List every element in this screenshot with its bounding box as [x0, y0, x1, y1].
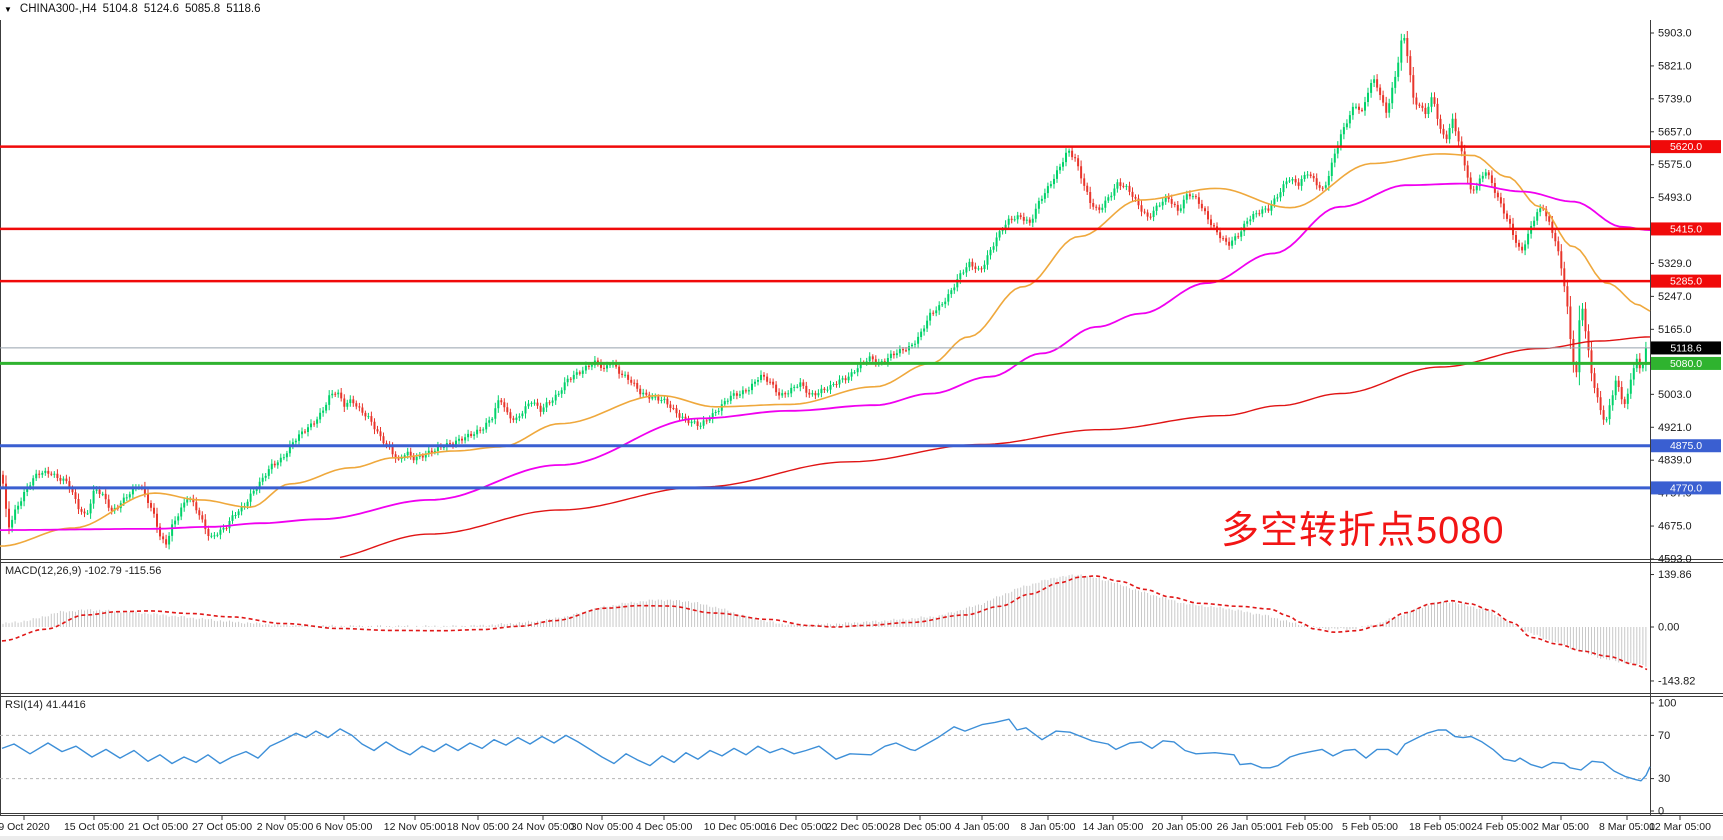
svg-text:30 Nov 05:00: 30 Nov 05:00 [571, 821, 634, 833]
svg-text:24 Nov 05:00: 24 Nov 05:00 [512, 821, 575, 833]
ma-slow-red-line [339, 336, 1651, 559]
svg-text:70: 70 [1658, 730, 1670, 742]
svg-text:28 Dec 05:00: 28 Dec 05:00 [889, 821, 952, 833]
svg-text:4875.0: 4875.0 [1670, 440, 1702, 452]
svg-text:10 Dec 05:00: 10 Dec 05:00 [704, 821, 767, 833]
svg-text:139.86: 139.86 [1658, 569, 1692, 581]
low-value: 5085.8 [185, 3, 221, 15]
macd-indicator-label: MACD(12,26,9) -102.79 -115.56 [5, 565, 162, 577]
svg-text:8 Jan 05:00: 8 Jan 05:00 [1021, 821, 1076, 833]
ma-fast-orange-line [0, 153, 1651, 547]
svg-text:-143.82: -143.82 [1658, 675, 1695, 687]
svg-text:5118.6: 5118.6 [1670, 342, 1701, 354]
svg-text:27 Oct 05:00: 27 Oct 05:00 [192, 821, 252, 833]
level-labels: 5620.0 5415.0 5285.0 5080.0 4875.0 4770.0 5118… [1651, 140, 1721, 495]
svg-text:100: 100 [1658, 698, 1676, 710]
svg-text:14 Jan 05:00: 14 Jan 05:00 [1083, 821, 1144, 833]
high-value: 5124.6 [143, 3, 179, 15]
svg-text:5 Feb 05:00: 5 Feb 05:00 [1342, 821, 1398, 833]
svg-text:15 Oct 05:00: 15 Oct 05:00 [64, 821, 124, 833]
svg-text:5575.0: 5575.0 [1658, 159, 1692, 171]
svg-text:24 Feb 05:00: 24 Feb 05:00 [1471, 821, 1533, 833]
svg-text:18 Feb 05:00: 18 Feb 05:00 [1409, 821, 1471, 833]
svg-text:5739.0: 5739.0 [1658, 93, 1692, 105]
window-bottom-edge [0, 836, 1723, 840]
svg-text:5415.0: 5415.0 [1670, 223, 1702, 235]
svg-text:5003.0: 5003.0 [1658, 389, 1692, 401]
svg-text:2 Nov 05:00: 2 Nov 05:00 [257, 821, 314, 833]
svg-text:6 Nov 05:00: 6 Nov 05:00 [316, 821, 373, 833]
chevron-down-icon[interactable]: ▼ [4, 4, 12, 14]
svg-text:5247.0: 5247.0 [1658, 291, 1692, 303]
rsi-panel: 100 70 30 0 [0, 698, 1676, 818]
svg-text:22 Dec 05:00: 22 Dec 05:00 [826, 821, 889, 833]
svg-text:5165.0: 5165.0 [1658, 324, 1692, 336]
svg-text:5080.0: 5080.0 [1670, 358, 1702, 370]
svg-text:0.00: 0.00 [1658, 622, 1679, 634]
svg-text:8 Mar 05:00: 8 Mar 05:00 [1599, 821, 1655, 833]
svg-text:5329.0: 5329.0 [1658, 258, 1692, 270]
svg-text:5285.0: 5285.0 [1670, 276, 1702, 288]
svg-text:18 Nov 05:00: 18 Nov 05:00 [447, 821, 510, 833]
svg-text:9 Oct 2020: 9 Oct 2020 [0, 821, 50, 833]
open-value: 5104.8 [102, 3, 138, 15]
svg-text:5903.0: 5903.0 [1658, 28, 1692, 40]
svg-text:16 Dec 05:00: 16 Dec 05:00 [765, 821, 828, 833]
svg-text:20 Jan 05:00: 20 Jan 05:00 [1152, 821, 1213, 833]
svg-text:12 Nov 05:00: 12 Nov 05:00 [384, 821, 447, 833]
ma-mid-magenta-line [0, 182, 1651, 531]
svg-text:5657.0: 5657.0 [1658, 126, 1692, 138]
svg-text:5821.0: 5821.0 [1658, 60, 1692, 72]
macd-panel: 139.86 0.00 -143.82 [1, 569, 1695, 687]
price-annotation-text: 多空转折点5080 [1221, 510, 1505, 552]
svg-text:21 Oct 05:00: 21 Oct 05:00 [128, 821, 188, 833]
time-axis: 9 Oct 2020 15 Oct 05:00 21 Oct 05:00 27 Oct… [0, 815, 1711, 833]
svg-text:4675.0: 4675.0 [1658, 521, 1692, 533]
svg-text:4770.0: 4770.0 [1670, 482, 1702, 494]
close-value: 5118.6 [226, 3, 261, 15]
svg-text:4839.0: 4839.0 [1658, 455, 1692, 467]
svg-text:12 Mar 05:00: 12 Mar 05:00 [1649, 821, 1711, 833]
svg-text:1 Feb 05:00: 1 Feb 05:00 [1277, 821, 1333, 833]
svg-text:4 Jan 05:00: 4 Jan 05:00 [955, 821, 1010, 833]
svg-text:4 Dec 05:00: 4 Dec 05:00 [636, 821, 693, 833]
panel-borders [0, 20, 1723, 816]
svg-text:5620.0: 5620.0 [1670, 141, 1702, 153]
svg-text:4921.0: 4921.0 [1658, 422, 1692, 434]
symbol-name: CHINA300-,H4 [19, 3, 97, 15]
svg-text:30: 30 [1658, 773, 1670, 785]
svg-text:26 Jan 05:00: 26 Jan 05:00 [1217, 821, 1278, 833]
candles-layer [2, 31, 1647, 550]
rsi-indicator-label: RSI(14) 41.4416 [5, 699, 86, 711]
svg-text:5493.0: 5493.0 [1658, 192, 1692, 204]
svg-text:4593.0: 4593.0 [1658, 553, 1692, 565]
svg-text:2 Mar 05:00: 2 Mar 05:00 [1533, 821, 1589, 833]
svg-text:0: 0 [1658, 806, 1664, 818]
symbol-info-bar: ▼ CHINA300-,H4 5104.8 5124.6 5085.8 5118… [4, 3, 261, 15]
level-lines [0, 145, 1650, 490]
